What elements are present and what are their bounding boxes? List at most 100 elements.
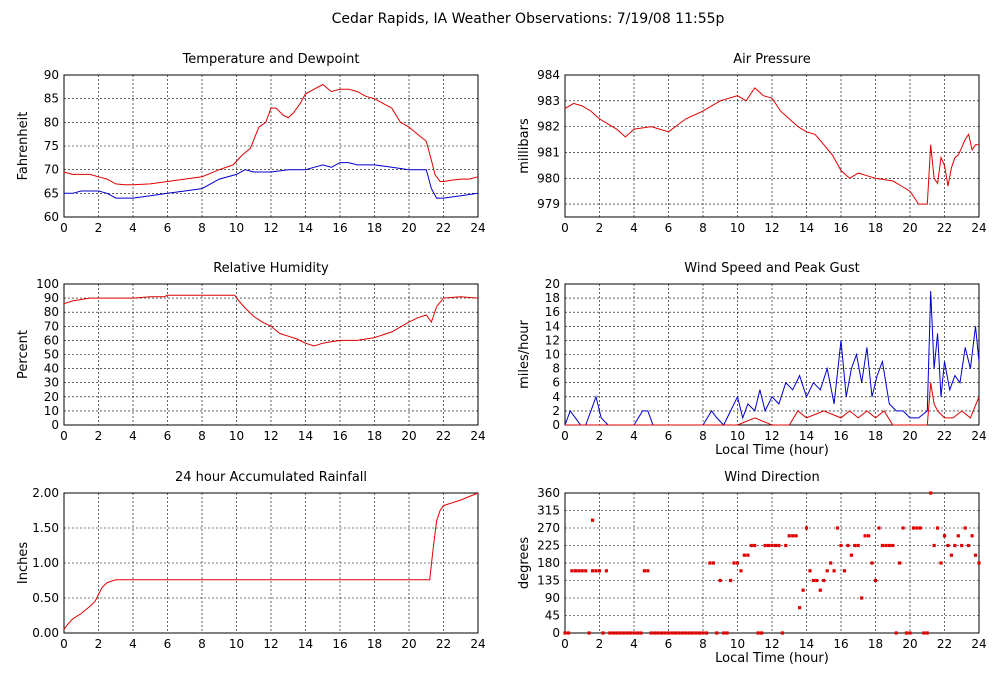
wind-direction-point [904,631,909,635]
x-tick-label: 2 [95,429,103,443]
wind-direction-point [704,631,709,635]
x-tick-label: 2 [95,221,103,235]
x-tick-label: 16 [833,637,848,651]
wind-direction-point [818,588,822,592]
x-tick-label: 20 [902,221,917,235]
y-tick-label: 0.50 [32,591,59,605]
chart-pressure: 0 2 4 6 8 10 12 14 16 18 20 22 24979980981982983984A… [517,52,987,235]
x-tick-label: 20 [401,637,416,651]
x-tick-label: 14 [799,637,814,651]
x-tick-label: 22 [937,429,952,443]
x-tick-label: 22 [436,429,451,443]
y-tick-label: 2 [552,404,560,418]
chart-temp: 0 2 4 6 8 10 12 14 16 18 20 22 2460657075808590Tempe… [16,52,486,235]
y-tick-label: 8 [552,362,560,376]
y-tick-label: 270 [537,521,560,535]
chart-title: Relative Humidity [213,261,329,276]
x-tick-label: 4 [129,429,137,443]
x-tick-label: 8 [198,221,206,235]
wind-direction-point [615,631,619,635]
x-tick-label: 8 [198,637,206,651]
page-title: Cedar Rapids, IA Weather Observations: 7… [332,11,725,27]
wind-direction-point [639,631,643,635]
x-tick-label: 20 [401,429,416,443]
y-axis-label: degrees [517,537,532,590]
wind-direction-point [839,543,843,548]
chart-humidity: 0 2 4 6 8 10 12 14 16 18 20 22 240102030405060708090… [16,261,486,443]
x-tick-label: 20 [902,637,917,651]
x-tick-label: 6 [164,221,172,235]
y-axis-label: millibars [517,118,532,174]
wind-direction-point [632,631,636,635]
x-tick-label: 24 [971,429,986,443]
wind-direction-point [597,569,602,573]
x-tick-label: 2 [596,637,604,651]
wind-direction-point [660,631,664,635]
y-tick-label: 100 [36,277,59,291]
wind-direction-point [591,518,595,522]
x-tick-label: 0 [60,429,68,443]
x-axis-label: Local Time (hour) [715,443,829,458]
wind-direction-point [694,631,698,635]
wind-direction-point [739,569,743,573]
series-line-0 [63,492,479,630]
chart-title: Wind Speed and Peak Gust [684,261,859,276]
wind-direction-point [877,526,881,530]
wind-direction-point [932,543,936,548]
wind-direction-point [915,526,919,530]
x-tick-label: 14 [298,429,313,443]
x-tick-label: 24 [971,221,986,235]
y-tick-label: 315 [537,504,560,518]
y-tick-label: 1.50 [32,521,59,535]
y-tick-label: 70 [44,319,59,333]
x-tick-label: 2 [95,637,103,651]
chart-title: 24 hour Accumulated Rainfall [175,470,367,485]
y-tick-label: 45 [545,609,560,623]
wind-direction-point [687,631,691,635]
wind-direction-point [908,631,912,635]
x-tick-label: 12 [263,429,278,443]
wind-direction-point [922,631,926,635]
x-tick-label: 24 [470,221,485,235]
wind-direction-point [860,596,864,600]
wind-direction-point [925,631,929,635]
wind-direction-point [718,578,722,583]
y-tick-label: 70 [44,163,59,177]
y-tick-label: 0 [552,626,560,640]
wind-direction-point [566,631,571,635]
x-tick-label: 6 [665,221,673,235]
wind-direction-point [756,631,760,635]
wind-direction-point [846,543,850,548]
series-line-0 [63,294,479,347]
series-line-0 [564,291,980,426]
wind-direction-point [622,631,626,635]
x-tick-label: 4 [129,221,137,235]
x-tick-label: 6 [164,429,172,443]
wind-direction-point [911,526,916,530]
wind-direction-point [863,534,867,538]
wind-direction-point [649,631,653,635]
x-tick-label: 0 [561,221,569,235]
y-tick-label: 50 [44,348,59,362]
wind-direction-point [691,631,695,635]
series-line-1 [565,382,980,426]
wind-direction-point [580,569,584,573]
wind-direction-point [735,561,740,565]
wind-direction-point [742,553,746,557]
wind-direction-point [584,569,588,573]
x-tick-label: 14 [298,637,313,651]
wind-direction-point [891,543,895,548]
wind-direction-point [608,631,612,635]
y-tick-label: 14 [545,319,560,333]
x-tick-label: 14 [799,429,814,443]
wind-direction-point [601,631,605,635]
wind-direction-point [673,631,677,635]
y-tick-label: 4 [552,390,560,404]
wind-direction-point [656,631,660,635]
wind-direction-point [894,631,898,635]
wind-direction-point [835,526,840,530]
x-tick-label: 20 [401,221,416,235]
y-tick-label: 981 [537,145,560,159]
x-tick-label: 18 [367,637,382,651]
